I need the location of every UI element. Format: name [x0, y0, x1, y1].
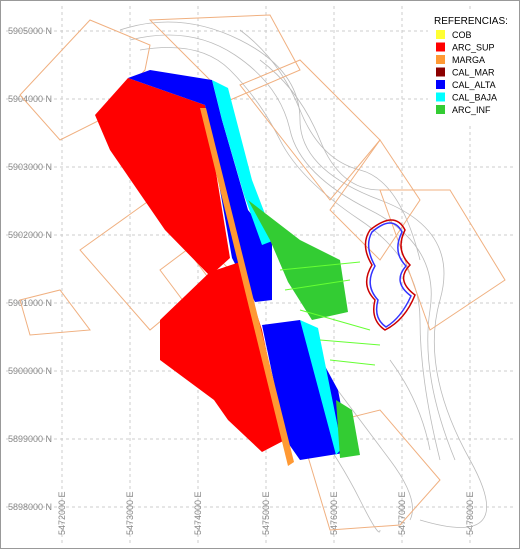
y-label: 5898000 N: [8, 502, 52, 512]
legend-label: CAL_ALTA: [452, 80, 496, 90]
legend-label: CAL_BAJA: [452, 93, 497, 103]
legend-title: REFERENCIAS:: [434, 16, 508, 27]
cal-baja-lower: [300, 320, 342, 455]
legend: REFERENCIAS: COB ARC_SUP MARGA CAL_MAR CAL_A…: [428, 12, 514, 124]
y-label: 5900000 N: [8, 366, 52, 376]
legend-swatch: [436, 42, 445, 52]
marga: [200, 108, 294, 466]
cal-baja: [212, 80, 275, 245]
y-label: 5899000 N: [8, 434, 52, 444]
lines: [279, 219, 416, 366]
x-label: 5478000 E: [465, 491, 475, 535]
arc-sup: [95, 78, 230, 276]
x-label: 5472000 E: [57, 491, 67, 535]
legend-swatch: [436, 55, 445, 64]
y-label: 5905000 N: [8, 26, 52, 36]
contours: [119, 21, 487, 533]
legend-label: COB: [452, 30, 472, 40]
y-label: 5903000 N: [8, 162, 52, 172]
legend-swatch: [436, 67, 445, 77]
arc-inf: [248, 200, 348, 320]
legend-swatch: [436, 92, 445, 102]
geology: [95, 70, 360, 466]
grid: 5905000 N 5904000 N 5903000 N 5902000 N 5901…: [6, 6, 514, 543]
legend-swatch: [436, 30, 445, 39]
legend-swatch: [436, 80, 445, 89]
legend-label: CAL_MAR: [452, 68, 495, 78]
x-label: 5474000 E: [193, 491, 203, 535]
legend-swatch: [436, 105, 445, 114]
y-label: 5902000 N: [8, 230, 52, 240]
x-label: 5475000 E: [261, 491, 271, 535]
legend-label: ARC_INF: [452, 105, 491, 115]
legend-label: MARGA: [452, 55, 485, 65]
y-label: 5901000 N: [8, 298, 52, 308]
x-label: 5473000 E: [125, 491, 135, 535]
legend-label: ARC_SUP: [452, 43, 495, 53]
arc-inf-lower: [336, 400, 360, 458]
x-label: 5477000 E: [397, 491, 407, 535]
x-label: 5476000 E: [329, 491, 339, 535]
y-label: 5904000 N: [8, 94, 52, 104]
